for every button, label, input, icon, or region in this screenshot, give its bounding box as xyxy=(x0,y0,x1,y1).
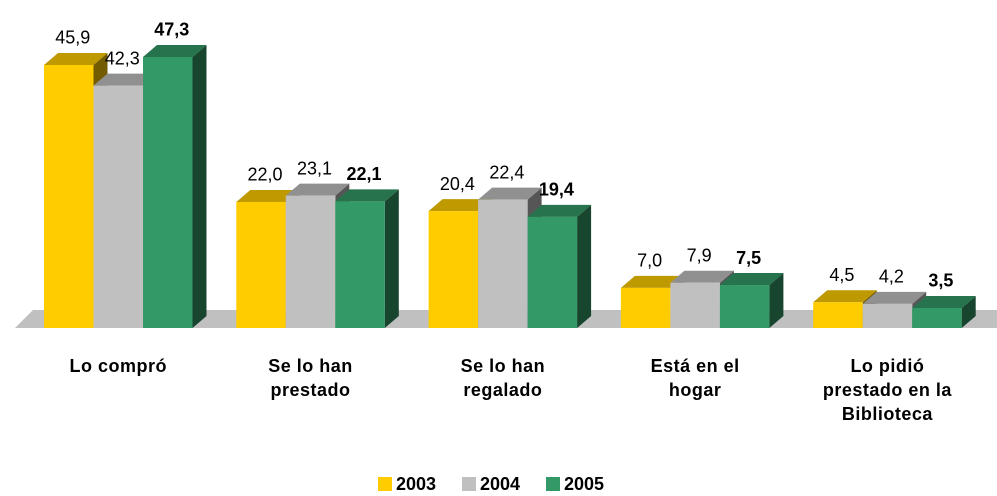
value-label: 22,1 xyxy=(347,164,382,184)
legend-swatch xyxy=(378,477,392,491)
bar xyxy=(620,287,671,328)
legend-label: 2003 xyxy=(396,474,436,494)
bar-side xyxy=(384,189,399,328)
value-label: 7,0 xyxy=(637,251,662,271)
legend-label: 2005 xyxy=(564,474,604,494)
value-label: 19,4 xyxy=(539,180,574,200)
bar-top xyxy=(335,189,399,202)
value-label: 22,4 xyxy=(489,162,524,182)
legend-swatch xyxy=(462,477,476,491)
bar-top xyxy=(719,273,784,286)
x-tick-label: Lo compró xyxy=(69,356,167,376)
bar xyxy=(285,195,336,328)
x-tick-label: Se lo han prestado xyxy=(268,356,353,400)
bar-side xyxy=(769,273,784,328)
bar xyxy=(143,56,193,328)
value-label: 4,2 xyxy=(879,267,904,287)
x-tick-label: Está en el hogar xyxy=(650,356,740,400)
bar xyxy=(93,85,143,328)
bar xyxy=(670,282,720,328)
bar-top xyxy=(912,295,976,308)
legend-label: 2004 xyxy=(480,474,520,494)
bar-top xyxy=(478,187,542,200)
value-label: 7,9 xyxy=(687,245,712,265)
value-label: 3,5 xyxy=(928,271,953,291)
bar xyxy=(478,199,528,328)
x-tick-label: Lo pidió prestado en la Biblioteca xyxy=(822,356,952,424)
bar-top xyxy=(143,44,207,57)
bar xyxy=(862,303,913,328)
value-label: 42,3 xyxy=(105,48,140,68)
bar-top xyxy=(813,290,877,303)
bar-top xyxy=(620,275,685,288)
bar-top xyxy=(93,73,157,86)
bar xyxy=(719,285,770,328)
legend-swatch xyxy=(546,477,560,491)
bar xyxy=(527,216,578,328)
value-label: 47,3 xyxy=(154,20,189,40)
x-tick-label: Se lo han regalado xyxy=(460,356,546,400)
bar-top xyxy=(236,189,300,202)
bar xyxy=(335,201,385,328)
bar-top xyxy=(44,52,108,65)
bar-side xyxy=(577,204,592,328)
value-label: 23,1 xyxy=(297,158,332,178)
value-label: 22,0 xyxy=(248,165,283,185)
bar xyxy=(912,307,962,328)
bar-top xyxy=(285,183,350,196)
value-label: 7,5 xyxy=(736,248,761,268)
value-label: 4,5 xyxy=(829,265,854,285)
bar-top xyxy=(862,291,927,304)
bar-side xyxy=(192,44,207,328)
bar-top xyxy=(527,204,592,217)
value-label: 45,9 xyxy=(55,28,90,48)
bar-top xyxy=(670,270,734,283)
bar xyxy=(236,201,286,328)
bar xyxy=(428,211,479,328)
bar xyxy=(813,302,863,328)
bar xyxy=(44,64,94,329)
value-label: 20,4 xyxy=(440,174,475,194)
bar-side xyxy=(961,295,976,328)
bar-top xyxy=(428,199,493,212)
